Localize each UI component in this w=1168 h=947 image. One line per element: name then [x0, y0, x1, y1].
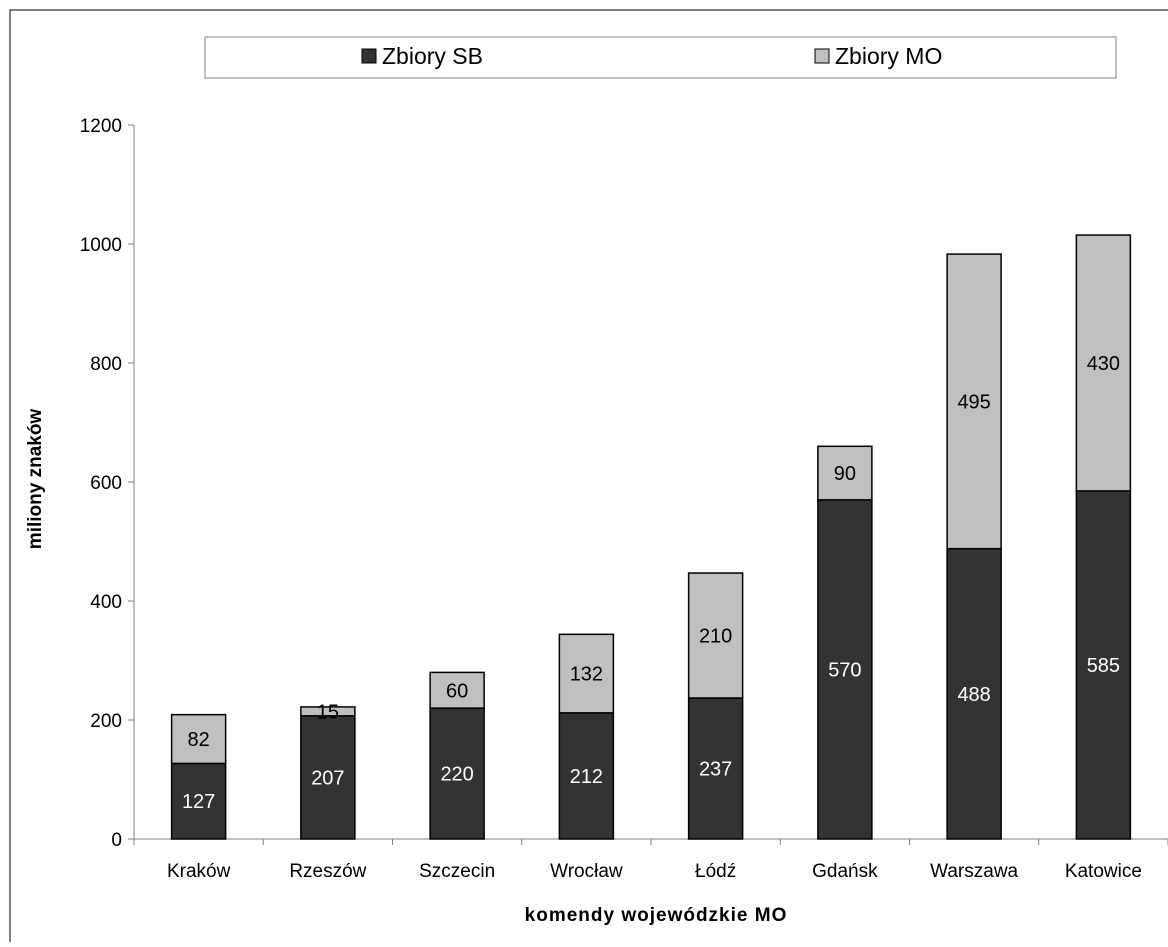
data-label: 570	[828, 659, 861, 681]
y-axis-title: miliony znaków	[25, 409, 46, 550]
x-tick-label: Rzeszów	[289, 861, 366, 882]
data-label: 495	[957, 391, 990, 413]
data-label: 430	[1087, 353, 1120, 375]
bar-zbiory-sb	[429, 707, 485, 840]
legend-swatch	[361, 48, 377, 64]
data-label: 82	[188, 729, 210, 751]
bar-group: 570 90 Gdańsk	[812, 445, 878, 882]
bar-zbiory-sb	[687, 697, 744, 840]
data-label: 132	[570, 664, 603, 686]
x-tick-label: Katowice	[1065, 861, 1142, 882]
bar-group: 207 15 Rzeszów	[289, 701, 366, 882]
bar-zbiory-mo	[817, 445, 873, 501]
bar-zbiory-sb	[1075, 490, 1132, 840]
data-label: 212	[570, 766, 603, 788]
bar-group: 127 82 Kraków	[167, 713, 231, 882]
data-label: 127	[182, 791, 215, 813]
bar-group: 585 430 Katowice	[1065, 234, 1142, 882]
y-tick-label: 0	[111, 830, 122, 851]
bar-group: 212 132 Wrocław	[550, 633, 623, 882]
x-tick-label: Warszawa	[930, 861, 1018, 882]
data-label: 585	[1087, 655, 1120, 677]
bar-zbiory-mo	[558, 633, 615, 714]
legend-label: Zbiory SB	[382, 43, 483, 69]
data-label: 207	[311, 767, 344, 789]
y-tick-label: 800	[90, 354, 122, 375]
x-tick-label: Łódź	[695, 861, 736, 882]
bar-zbiory-mo	[429, 671, 485, 709]
y-tick-label: 1200	[80, 116, 122, 137]
y-tick-label: 200	[90, 711, 122, 732]
legend-label: Zbiory MO	[835, 43, 942, 69]
data-label: 488	[957, 684, 990, 706]
data-label: 15	[317, 701, 339, 723]
x-tick-label: Gdańsk	[812, 861, 878, 882]
x-tick-label: Kraków	[167, 861, 231, 882]
x-axis-title: komendy wojewódzkie MO	[525, 905, 788, 926]
data-label: 220	[440, 764, 473, 786]
bar-group: 220 60 Szczecin	[419, 671, 495, 882]
data-label: 60	[446, 680, 468, 702]
bars: 127 82 Kraków 207 15 Rzeszów 220 60 Szczecin 212 1…	[167, 234, 1142, 882]
y-tick-label: 600	[90, 473, 122, 494]
data-label: 210	[699, 626, 732, 648]
bar-zbiory-mo	[1075, 234, 1132, 492]
bar-zbiory-mo	[687, 572, 744, 699]
legend-swatch	[814, 48, 830, 64]
legend: Zbiory SB Zbiory MO	[204, 36, 1117, 79]
x-tick-label: Szczecin	[419, 861, 495, 882]
y-tick-label: 1000	[80, 235, 122, 256]
bar-zbiory-sb	[558, 712, 615, 840]
y-tick-label: 400	[90, 592, 122, 613]
legend-box	[204, 36, 1117, 79]
data-label: 90	[834, 463, 856, 485]
bar-zbiory-mo	[946, 253, 1002, 550]
data-label: 237	[699, 758, 732, 780]
x-tick-label: Wrocław	[550, 861, 623, 882]
bar-zbiory-sb	[946, 547, 1002, 840]
bar-zbiory-sb	[300, 715, 356, 840]
bar-group: 488 495 Warszawa	[930, 253, 1019, 882]
bar-zbiory-mo	[300, 706, 356, 717]
bar-group: 237 210 Łódź	[687, 572, 744, 882]
bar-zbiory-mo	[170, 713, 227, 765]
